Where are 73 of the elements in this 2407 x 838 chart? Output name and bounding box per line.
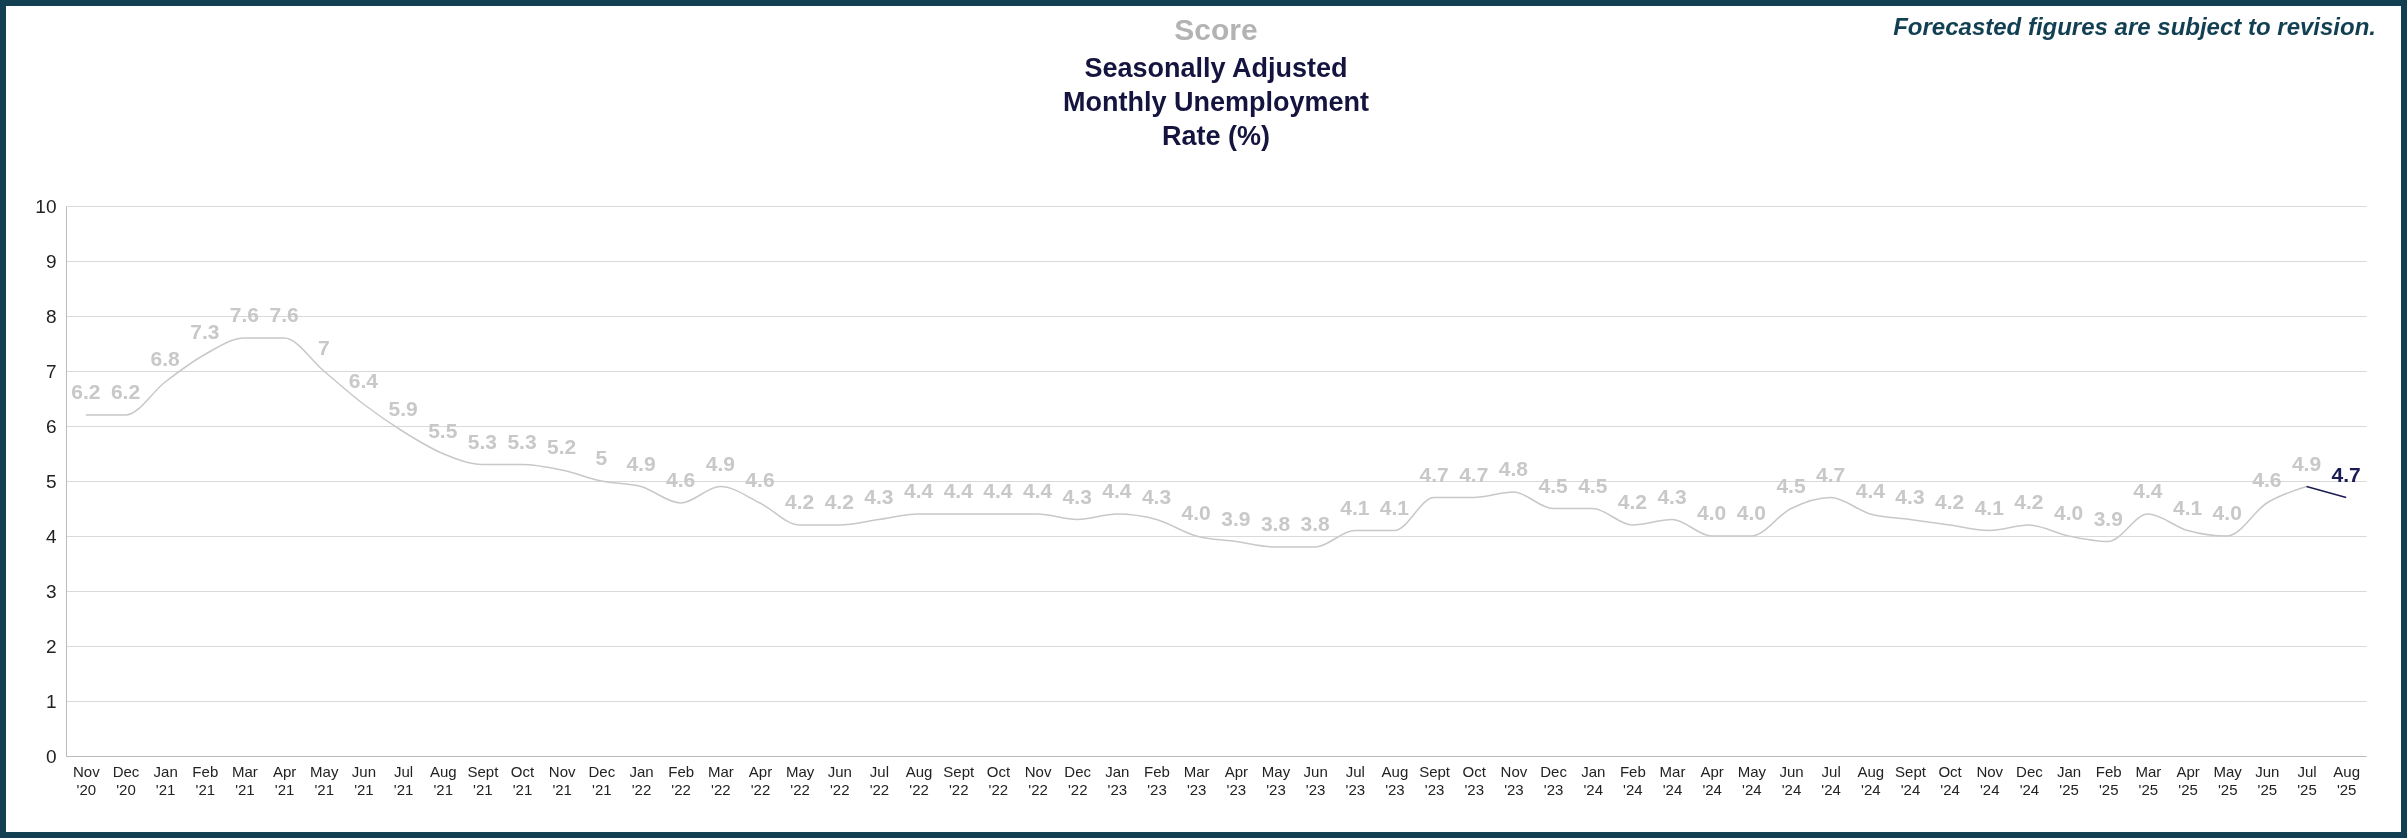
x-tick-label: Dec '23 (1540, 762, 1568, 798)
text: Score (1174, 13, 1258, 46)
x-tick-label: May '22 (785, 762, 815, 798)
data-label: 4.7 (2331, 462, 2361, 486)
x-tick-label: Apr '22 (748, 762, 773, 798)
x-tick-label: Jun '22 (827, 762, 852, 798)
x-tick-label: Oct '21 (510, 762, 536, 798)
x-tick-label: Feb '21 (192, 762, 219, 798)
x-tick-label: Apr '24 (1700, 762, 1724, 798)
x-tick-label: Jul '25 (2297, 762, 2317, 798)
x-tick-label: Nov '23 (1500, 762, 1528, 798)
x-tick-label: Sept '22 (943, 762, 975, 798)
x-tick-label: Mar '21 (232, 762, 258, 798)
x-tick-label: Nov '21 (548, 762, 577, 798)
y-tick-label: 1 (45, 690, 57, 712)
x-tick-label: Mar '24 (1659, 762, 1686, 798)
x-tick-label: Jul '23 (1345, 762, 1366, 798)
y-tick-label: 6 (45, 415, 57, 437)
x-tick-label: Jul '24 (1821, 762, 1841, 798)
x-tick-label: Dec '22 (1064, 762, 1092, 798)
x-tick-label: Nov '22 (1024, 762, 1052, 798)
x-tick-label: May '25 (2213, 762, 2243, 798)
x-tick-label: Aug '21 (429, 762, 457, 798)
x-tick-label: Oct '23 (1462, 762, 1487, 798)
x-tick-label: Aug '24 (1857, 762, 1885, 798)
x-tick-label: Jan '23 (1105, 762, 1130, 798)
x-tick-label: Sept '24 (1895, 762, 1927, 798)
x-tick-label: Jul '22 (869, 762, 890, 798)
x-tick-label: Jun '23 (1303, 762, 1328, 798)
chart-title: Seasonally Adjusted Monthly Unemployment Rate (%) (1062, 53, 1370, 151)
x-tick-label: Dec '24 (2016, 762, 2044, 798)
x-tick-label: Nov '24 (1976, 762, 2004, 798)
text: Forecasted figures are subject to revision. (1893, 13, 2376, 40)
x-tick-label: Jan '25 (2056, 762, 2082, 798)
x-tick-label: Dec '20 (112, 762, 140, 798)
x-tick-label: Sept '21 (467, 762, 500, 798)
x-tick-label: Jan '21 (153, 762, 178, 798)
x-tick-label: Feb '25 (2095, 762, 2122, 798)
x-tick-label: Dec '21 (588, 762, 616, 798)
x-tick-label: Jan '22 (629, 762, 654, 798)
x-tick-label: Jun '25 (2255, 762, 2280, 798)
x-tick-label: Mar '25 (2135, 762, 2162, 798)
y-tick-label: 4 (45, 525, 57, 547)
x-tick-label: Aug '22 (905, 762, 933, 798)
x-tick-label: Mar '23 (1183, 762, 1210, 798)
y-tick-label: 10 (35, 195, 57, 217)
x-tick-label: Nov '20 (72, 762, 101, 798)
x-tick-label: May '24 (1737, 762, 1767, 798)
x-tick-label: Sept '23 (1419, 762, 1451, 798)
x-tick-label: Apr '23 (1224, 762, 1248, 798)
x-tick-label: Aug '25 (2333, 762, 2361, 798)
x-tick-label: Feb '23 (1144, 762, 1170, 798)
x-tick-label: Apr '25 (2176, 762, 2200, 798)
y-tick-label: 9 (45, 250, 57, 272)
y-tick-label: 7 (45, 360, 57, 382)
x-tick-label: Oct '24 (1938, 762, 1963, 798)
y-tick-label: 3 (45, 580, 57, 602)
x-tick-label: Jun '21 (351, 762, 377, 798)
x-tick-label: May '23 (1261, 762, 1291, 798)
x-tick-label: Jan '24 (1581, 762, 1606, 798)
x-tick-label: Jun '24 (1779, 762, 1804, 798)
y-tick-label: 2 (45, 635, 57, 657)
x-tick-label: Oct '22 (986, 762, 1011, 798)
y-tick-label: 8 (45, 305, 57, 327)
x-tick-label: Apr '21 (272, 762, 297, 798)
y-tick-label: 5 (45, 470, 57, 492)
x-tick-label: Mar '22 (707, 762, 734, 798)
x-tick-label: Feb '22 (668, 762, 695, 798)
x-tick-label: Jul '21 (393, 762, 414, 798)
x-tick-label: Aug '23 (1381, 762, 1409, 798)
x-tick-label: Feb '24 (1619, 762, 1646, 798)
x-tick-label: May '21 (310, 762, 339, 798)
y-tick-label: 0 (45, 745, 57, 767)
